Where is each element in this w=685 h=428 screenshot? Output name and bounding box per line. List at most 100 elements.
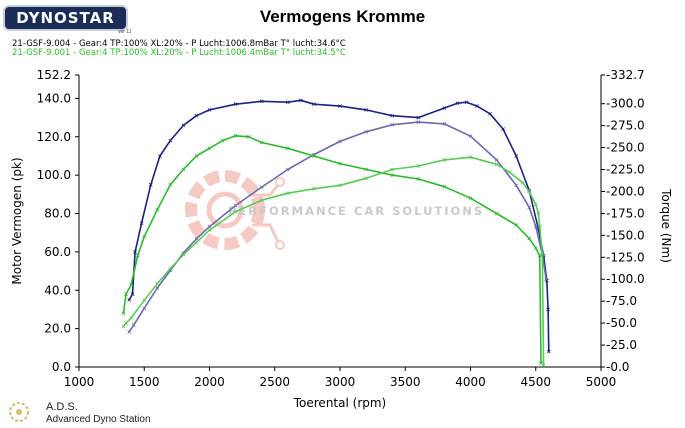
x-tick-label: 1000 (64, 375, 95, 389)
y2-tick-label: -250.0 (606, 141, 645, 155)
data-point (416, 164, 421, 168)
data-point (533, 202, 538, 207)
data-point (139, 221, 144, 225)
data-point (390, 122, 395, 127)
data-point (475, 104, 479, 108)
data-point (507, 170, 512, 175)
data-point (124, 292, 128, 296)
y2-tick-label: -0.0 (606, 360, 629, 374)
data-point (338, 104, 342, 108)
data-point (468, 196, 473, 201)
y-axis-label: Motor Vermogen (pk) (10, 157, 24, 284)
data-point (338, 183, 342, 188)
data-point (207, 224, 212, 229)
y2-tick-label: -150.0 (606, 228, 645, 242)
data-point (546, 349, 551, 354)
data-point (135, 253, 140, 258)
y2-tick-label: -125.0 (606, 250, 645, 264)
data-point (390, 113, 395, 118)
data-point (194, 154, 199, 158)
data-point (442, 184, 447, 189)
data-point (207, 228, 212, 232)
y2-tick-label: -275.0 (606, 119, 645, 133)
data-point (544, 277, 549, 282)
data-point (181, 123, 186, 128)
data-point (129, 315, 134, 320)
y2-tick-label: -25.0 (606, 338, 637, 352)
data-point (127, 330, 132, 334)
dynostar-logo: DYNOSTAR (3, 5, 128, 31)
data-point (155, 281, 160, 286)
data-point (494, 157, 499, 162)
data-point (142, 234, 147, 239)
y2-tick-label: -75.0 (606, 294, 637, 308)
footer-title: A.D.S. (46, 401, 78, 413)
data-point (259, 140, 264, 145)
x-tick-label: 2500 (259, 375, 290, 389)
data-point (541, 363, 546, 368)
data-point (520, 180, 525, 185)
run-info-2: 21-GSF-9.001 - Gear:4 TP:100% XL:20% - P… (12, 48, 346, 58)
data-point (133, 250, 137, 254)
data-point (537, 224, 542, 229)
data-point (285, 191, 290, 196)
x-tick-label: 3500 (390, 375, 421, 389)
data-point (527, 236, 532, 241)
run-info-1: 21-GSF-9.004 - Gear:4 TP:100% XL:20% - P… (12, 39, 346, 49)
data-point (130, 292, 135, 296)
data-point (546, 307, 551, 312)
data-point (514, 223, 519, 227)
data-point (285, 167, 290, 172)
y2-tick-label: -200.0 (606, 184, 645, 198)
data-point (194, 113, 199, 118)
y-tick-label: 120.0 (37, 130, 71, 144)
x-tick-label: 2000 (194, 375, 225, 389)
data-point (455, 101, 460, 106)
footer-subtitle: Advanced Dyno Station (46, 414, 151, 425)
data-point (285, 100, 290, 105)
data-point (168, 266, 173, 271)
data-point (364, 176, 368, 181)
x-tick-label: 4500 (520, 375, 551, 389)
data-point (121, 311, 126, 316)
logo-version: ver 11 (118, 29, 132, 35)
data-point (390, 173, 395, 178)
y2-tick-label: -225.0 (606, 163, 645, 177)
data-point (194, 240, 199, 245)
data-point (181, 167, 186, 172)
y-tick-label: 60.0 (44, 245, 71, 259)
data-point (142, 306, 147, 311)
dynostar-logo-text: DYNOSTAR (16, 9, 115, 27)
data-point (259, 99, 264, 104)
data-point (533, 246, 538, 250)
y-tick-label: 80.0 (44, 207, 71, 221)
y-tick-label: 152.2 (37, 68, 71, 82)
data-point (124, 321, 128, 325)
data-point (338, 161, 342, 166)
y-tick-label: 140.0 (37, 91, 71, 105)
data-point (464, 100, 469, 105)
data-point (527, 189, 532, 194)
data-point (121, 324, 126, 329)
y-tick-label: 0.0 (52, 360, 71, 374)
x-axis-label: Toerental (rpm) (293, 396, 386, 410)
data-point (155, 207, 160, 212)
y2-tick-label: -332.7 (606, 68, 645, 82)
data-point (442, 122, 447, 126)
y-tick-label: 40.0 (44, 283, 71, 297)
x-tick-label: 1500 (129, 375, 160, 389)
data-point (312, 154, 316, 158)
y2-axis-label: Torque (Nm) (659, 188, 673, 263)
data-point (233, 133, 238, 138)
data-point (364, 129, 368, 134)
data-point (312, 186, 316, 191)
data-point (501, 127, 506, 131)
data-point (488, 111, 492, 116)
y-tick-label: 100.0 (37, 168, 71, 182)
series-line-4 (122, 156, 545, 366)
data-point (233, 102, 238, 107)
data-point (298, 98, 303, 103)
data-point (168, 138, 173, 143)
data-point (168, 182, 173, 187)
